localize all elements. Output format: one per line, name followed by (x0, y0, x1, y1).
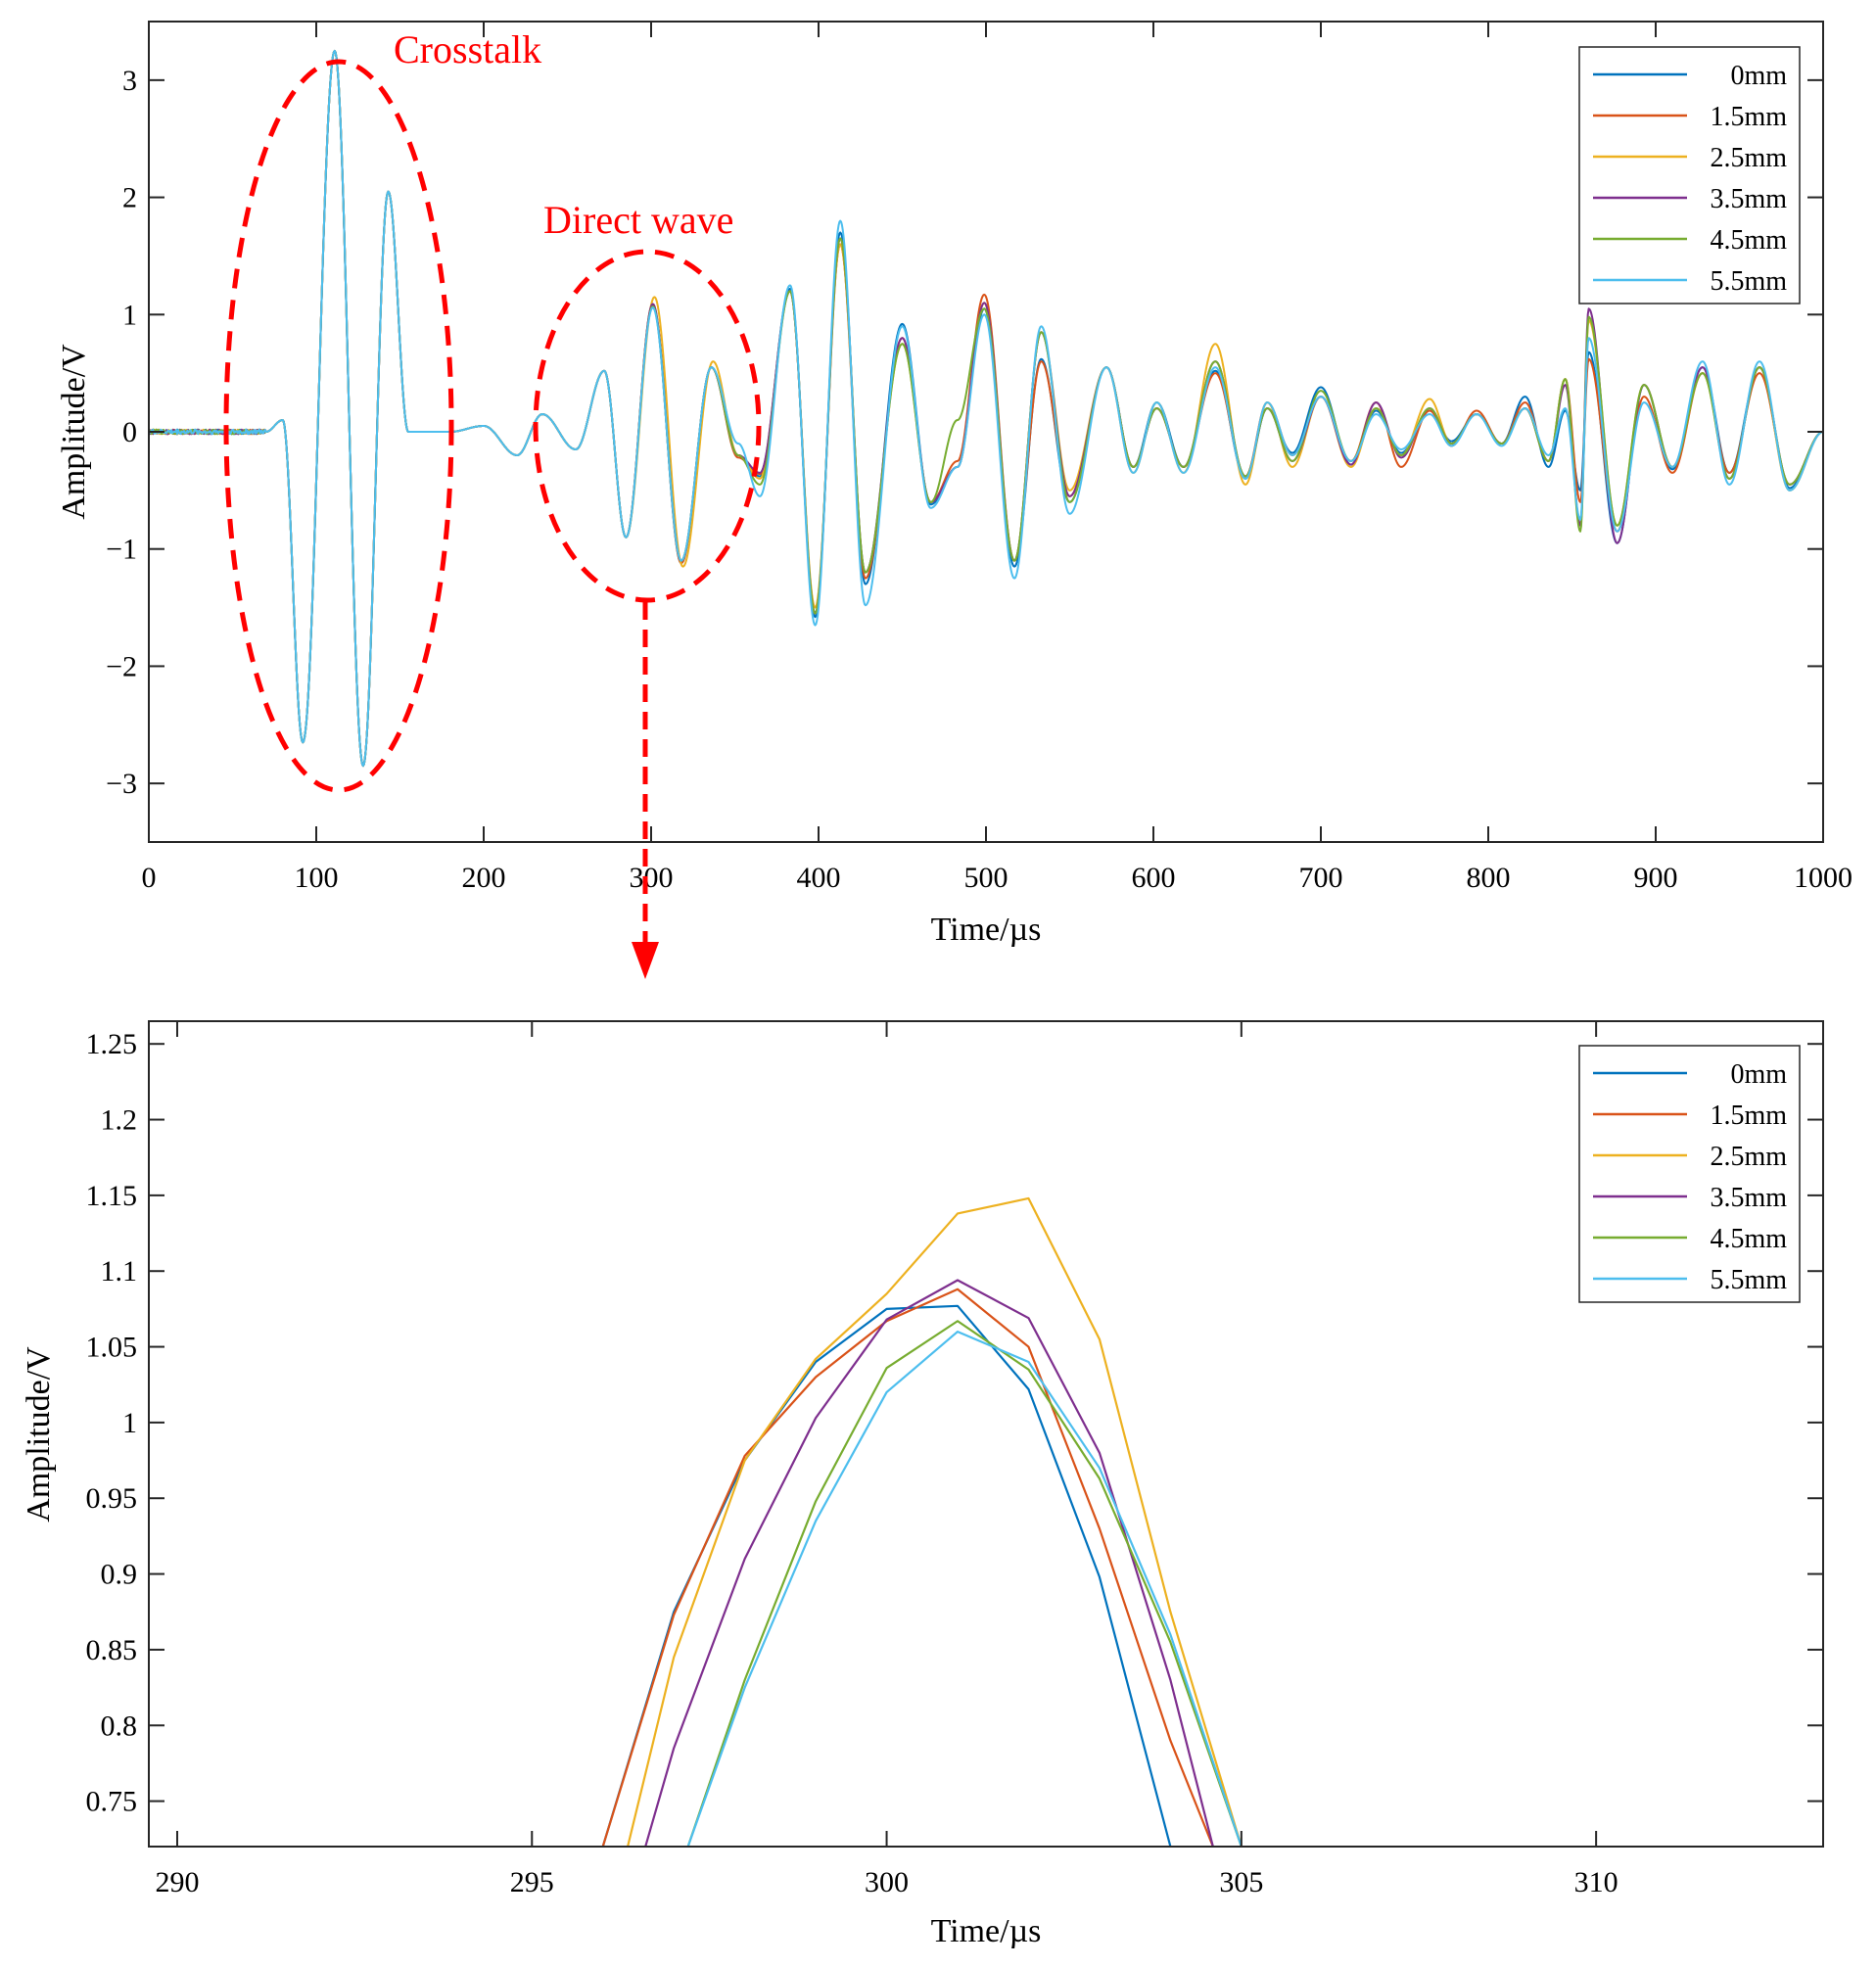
legend-label-1.5mm: 1.5mm (1710, 1101, 1787, 1131)
legend-label-5.5mm: 5.5mm (1710, 1265, 1787, 1295)
x-tick-label: 290 (155, 1866, 199, 1898)
legend-box (1578, 1045, 1801, 1303)
x-tick-label: 295 (510, 1866, 554, 1898)
y-tick-label: −1 (106, 534, 137, 566)
y-tick-label: −3 (106, 768, 137, 800)
legend: 0mm 1.5mm 2.5mm 3.5mm 4.5mm 5.5mm (1578, 1045, 1801, 1303)
x-axis-title: Time/µs (931, 1913, 1042, 1949)
legend-label-3.5mm: 3.5mm (1710, 1183, 1787, 1213)
direct-wave-ellipse (533, 249, 762, 603)
y-tick-label: 1.05 (86, 1332, 138, 1364)
x-tick-label: 200 (462, 862, 506, 894)
zoom-arrow-head (632, 942, 659, 979)
x-tick-label: 600 (1132, 862, 1176, 894)
y-tick-label: 0.75 (86, 1786, 138, 1818)
crosstalk-label: Crosstalk (394, 27, 541, 71)
series-line-4.5mm (686, 1320, 1243, 1847)
plot-frame (148, 1020, 1824, 1848)
y-tick-label: 2 (122, 182, 137, 214)
y-axis-title: Amplitude/V (56, 344, 92, 520)
x-axis-title: Time/µs (931, 912, 1042, 948)
legend-label-2.5mm: 2.5mm (1710, 1142, 1787, 1172)
series-line-5.5mm (686, 1330, 1243, 1847)
legend-label-2.5mm: 2.5mm (1710, 143, 1787, 173)
direct-wave-label: Direct wave (543, 198, 733, 242)
legend-label-0mm: 0mm (1730, 1059, 1787, 1090)
x-tick-label: 900 (1634, 862, 1678, 894)
y-axis-title: Amplitude/V (21, 1346, 57, 1522)
series-group (601, 1196, 1243, 1847)
x-tick-label: 305 (1219, 1866, 1263, 1898)
legend-label-3.5mm: 3.5mm (1710, 184, 1787, 214)
legend-label-4.5mm: 4.5mm (1710, 1224, 1787, 1254)
y-tick-label: −2 (106, 650, 137, 682)
legend-box (1578, 46, 1801, 304)
y-tick-label: 3 (122, 65, 137, 97)
legend-label-5.5mm: 5.5mm (1710, 266, 1787, 297)
x-tick-label: 1000 (1794, 862, 1853, 894)
crosstalk-ellipse (223, 59, 454, 793)
y-tick-label: 1.15 (86, 1180, 138, 1212)
y-tick-label: 1.25 (86, 1028, 138, 1060)
y-tick-label: 0.8 (101, 1709, 138, 1742)
series-line-1.5mm (601, 1288, 1214, 1847)
chart-zoom-direct-wave: 290 295 300 305 310 0.75 0.8 0.85 0.9 0.95 1 1.05 1… (21, 1020, 1824, 1949)
series-group (149, 49, 1823, 768)
y-tick-label: 1 (122, 1407, 137, 1439)
y-tick-label: 0 (122, 416, 137, 448)
legend: 0mm 1.5mm 2.5mm 3.5mm 4.5mm 5.5mm (1578, 46, 1801, 304)
x-tick-label: 400 (797, 862, 841, 894)
series-line-3.5mm (644, 1279, 1214, 1847)
y-tick-label: 1.2 (101, 1104, 138, 1137)
annotation-direct-wave: Direct wave (533, 198, 762, 979)
y-axis: 0.75 0.8 0.85 0.9 0.95 1 1.05 1.1 1.15 1.2 1.25 (86, 1028, 1823, 1818)
x-tick-label: 800 (1467, 862, 1511, 894)
series-line-2.5mm (627, 1196, 1243, 1847)
x-tick-label: 100 (295, 862, 339, 894)
y-tick-label: 1.1 (101, 1255, 138, 1288)
y-tick-label: 0.9 (101, 1559, 138, 1591)
x-axis: 0 100 200 300 400 500 600 700 800 900 1000 (142, 22, 1853, 894)
legend-label-4.5mm: 4.5mm (1710, 225, 1787, 256)
x-tick-label: 300 (865, 1866, 909, 1898)
y-axis: −3 −2 −1 0 1 2 3 (106, 65, 1823, 800)
x-tick-label: 300 (630, 862, 674, 894)
x-tick-label: 0 (142, 862, 157, 894)
annotation-crosstalk: Crosstalk (223, 27, 541, 793)
series-line-5.5mm (149, 49, 1823, 768)
y-tick-label: 1 (122, 299, 137, 331)
x-axis: 290 295 300 305 310 (155, 1021, 1618, 1898)
legend-label-0mm: 0mm (1730, 61, 1787, 91)
chart-full-signal: 0 100 200 300 400 500 600 700 800 900 1000 −3−2−10… (56, 21, 1853, 979)
x-tick-label: 700 (1299, 862, 1343, 894)
y-tick-label: 0.85 (86, 1634, 138, 1666)
legend-label-1.5mm: 1.5mm (1710, 102, 1787, 132)
x-tick-label: 310 (1574, 1866, 1618, 1898)
x-tick-label: 500 (964, 862, 1008, 894)
y-tick-label: 0.95 (86, 1482, 138, 1515)
